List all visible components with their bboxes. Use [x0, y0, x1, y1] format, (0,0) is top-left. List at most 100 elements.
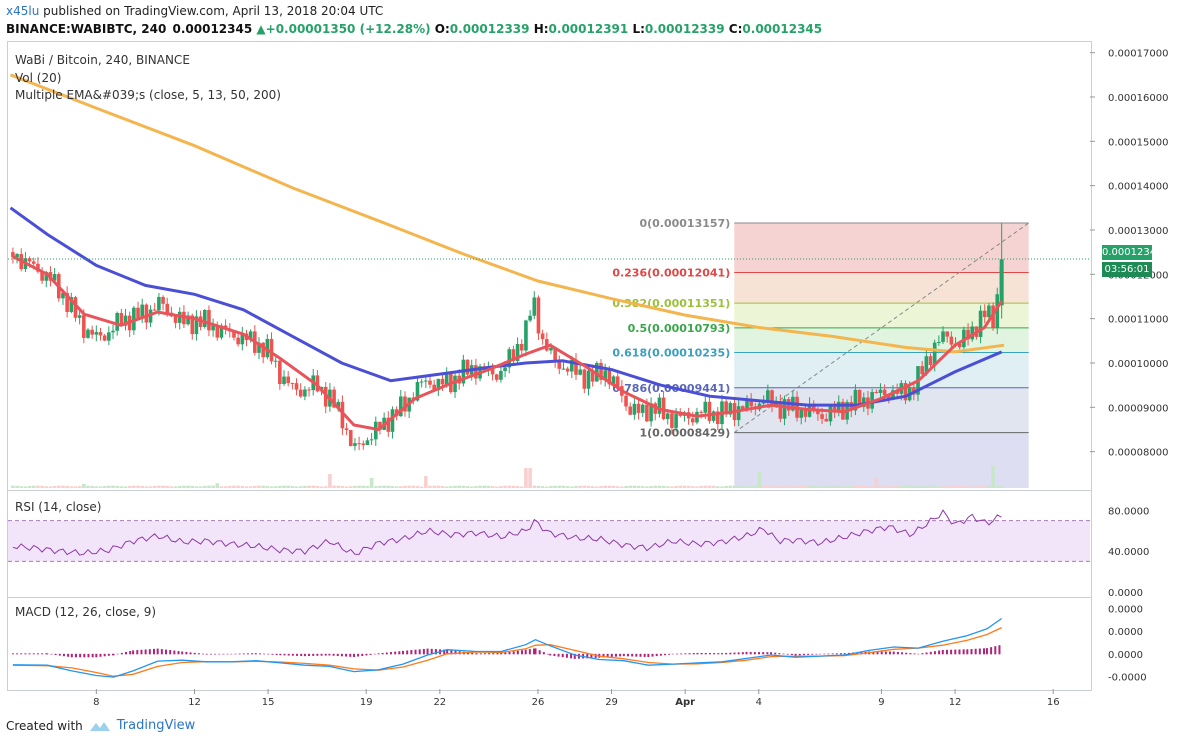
candle-body	[540, 333, 545, 340]
candle-body	[86, 329, 90, 338]
volume-bar	[132, 485, 136, 488]
macd-histogram-bar	[398, 651, 401, 655]
volume-bar	[820, 486, 824, 488]
volume-bar	[107, 485, 111, 488]
volume-bar	[77, 485, 82, 488]
macd-histogram-bar	[32, 653, 35, 655]
macd-histogram-bar	[737, 652, 740, 655]
macd-histogram-bar	[62, 653, 65, 657]
macd-histogram-bar	[655, 653, 658, 657]
macd-histogram-bar	[296, 653, 299, 656]
ema200-line	[9, 73, 1005, 354]
volume-bar	[544, 486, 549, 488]
volume-bar	[23, 486, 28, 488]
macd-histogram-bar	[807, 653, 810, 655]
macd-histogram-bar	[418, 649, 421, 655]
macd-histogram-bar	[218, 653, 221, 655]
macd-histogram-bar	[929, 651, 932, 655]
macd-histogram-bar	[700, 652, 703, 655]
candle-body	[515, 343, 520, 361]
candle-body	[699, 411, 703, 413]
macd-histogram-bar	[553, 653, 556, 657]
macd-histogram-bar	[521, 650, 524, 655]
volume-bar	[394, 486, 399, 488]
macd-histogram-bar	[570, 653, 573, 659]
volume-bar	[123, 486, 128, 488]
macd-histogram-bar	[631, 653, 634, 657]
volume-bar	[499, 486, 503, 488]
candle-body	[590, 370, 595, 382]
volume-bar	[232, 485, 236, 488]
macd-histogram-bar	[538, 650, 541, 655]
publish-line: x45lu published on TradingView.com, Apri…	[6, 4, 383, 18]
y-axis-tick-label: 0.00017000	[1108, 49, 1168, 60]
macd-histogram-bar	[107, 653, 110, 656]
volume-bar	[849, 485, 854, 488]
up-arrow-icon: ▲	[256, 22, 266, 36]
candle-body	[624, 395, 628, 407]
candle-body	[966, 329, 970, 340]
volume-bar	[916, 486, 920, 488]
candle-body	[728, 403, 733, 415]
macd-histogram-bar	[962, 649, 965, 655]
volume-bar	[690, 486, 695, 488]
candle-body	[824, 418, 829, 422]
macd-pane[interactable]	[7, 597, 1092, 691]
main-legend-title: WaBi / Bitcoin, 240, BINANCE	[15, 53, 190, 67]
created-with-label: Created with	[6, 718, 83, 733]
volume-bar	[891, 486, 895, 488]
volume-bar	[332, 485, 336, 488]
volume-bar	[611, 485, 616, 488]
candle-body	[27, 258, 32, 262]
fib-level-label: 0.618(0.00010235)	[612, 347, 730, 360]
macd-histogram-bar	[414, 649, 417, 655]
candle-body	[857, 389, 862, 407]
tradingview-brand[interactable]: TradingView	[116, 718, 196, 733]
candle-body	[282, 376, 286, 385]
macd-histogram-bar	[181, 651, 184, 655]
candle-body	[937, 341, 941, 343]
macd-histogram-bar	[619, 653, 622, 657]
candle-body	[399, 396, 403, 417]
macd-histogram-bar	[410, 650, 413, 655]
candle-body	[615, 376, 620, 387]
candle-body	[586, 370, 591, 389]
macd-histogram-bar	[475, 653, 478, 655]
volume-bar	[624, 486, 628, 488]
volume-bar	[824, 485, 829, 488]
macd-histogram-bar	[308, 653, 311, 657]
candle-body	[428, 380, 432, 385]
volume-bar	[457, 485, 462, 488]
candle-body	[307, 389, 311, 391]
volume-bar	[791, 486, 795, 488]
published-text: published on TradingView.com, April 13, …	[43, 4, 384, 18]
fib-zone	[734, 223, 1029, 273]
author-link[interactable]: x45lu	[6, 4, 40, 18]
candle-body	[766, 390, 770, 402]
macd-histogram-bar	[790, 653, 793, 656]
macd-histogram-bar	[165, 649, 168, 655]
macd-histogram-bar	[496, 652, 499, 655]
candle-body	[432, 384, 436, 391]
candle-body	[361, 443, 366, 446]
x-axis-tick-label: 9	[878, 697, 884, 708]
volume-bar	[761, 485, 766, 488]
macd-histogram-bar	[381, 652, 384, 655]
volume-bar	[344, 486, 349, 488]
x-axis-tick-label: 12	[188, 697, 201, 708]
macd-histogram-bar	[349, 653, 352, 657]
macd-histogram-bar	[320, 653, 323, 656]
macd-histogram-bar	[602, 653, 605, 658]
macd-histogram-bar	[373, 653, 376, 655]
macd-histogram-bar	[831, 653, 834, 655]
macd-histogram-bar	[606, 653, 609, 658]
candle-body	[490, 368, 495, 375]
candle-body	[528, 315, 532, 321]
candle-body	[323, 386, 328, 407]
volume-bar	[887, 485, 891, 488]
volume-bar	[382, 485, 386, 488]
volume-bar	[732, 485, 737, 488]
volume-bar	[724, 485, 728, 488]
volume-bar	[453, 485, 457, 488]
